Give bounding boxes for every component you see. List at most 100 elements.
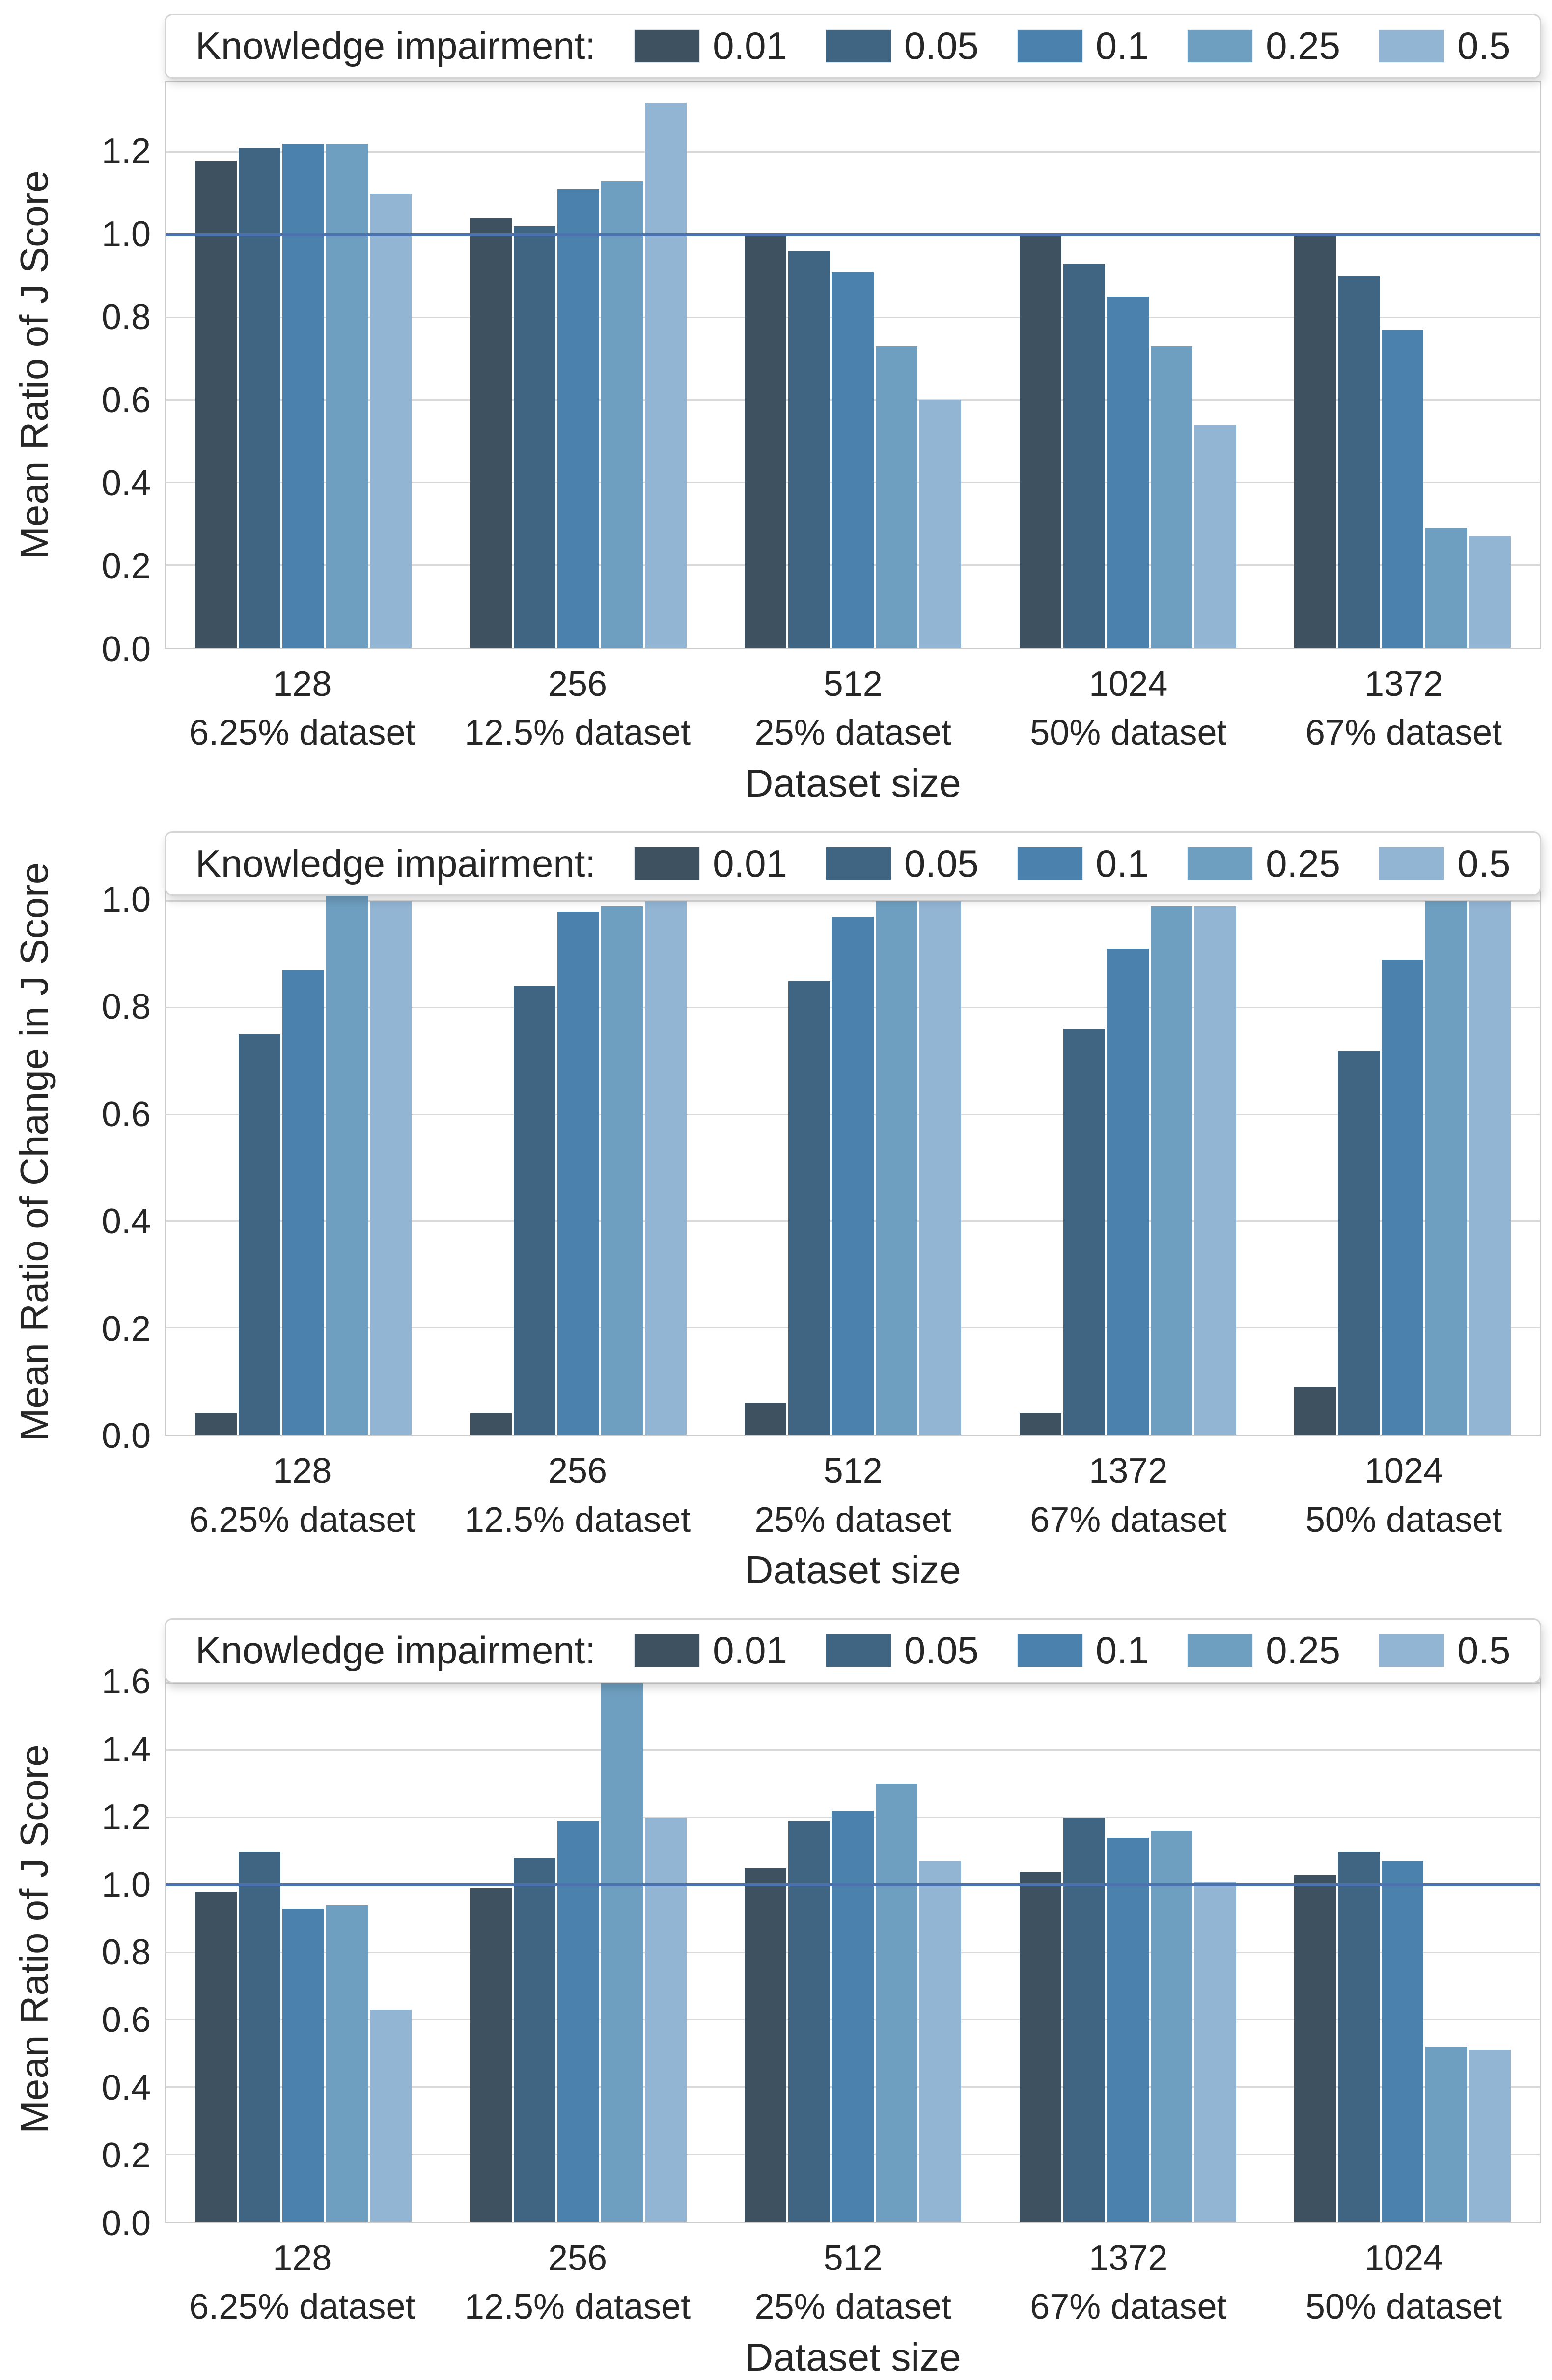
bar-512-ki-0.1 — [832, 272, 874, 648]
bar-group-1372 — [1265, 82, 1540, 648]
bar-1024-ki-0.5 — [1194, 424, 1236, 648]
x-tick-share: 67% dataset — [1305, 713, 1502, 753]
gridline — [166, 151, 1540, 153]
bar-512-ki-0.05 — [788, 981, 831, 1435]
y-axis-label: Mean Ratio of J Score — [5, 1655, 64, 2223]
bar-1372-ki-0.1 — [1107, 1838, 1149, 2222]
x-tick-share: 6.25% dataset — [189, 713, 416, 753]
y-axis-label: Mean Ratio of J Score — [5, 81, 64, 649]
bar-group-256 — [441, 1656, 715, 2222]
x-tick-share: 67% dataset — [1030, 2287, 1227, 2327]
bar-1024-ki-0.01 — [1019, 234, 1061, 648]
bar-256-ki-0.01 — [470, 1413, 512, 1435]
y-tick-label: 0.4 — [101, 1202, 151, 1242]
legend-swatch-icon — [1017, 847, 1083, 881]
legend-label: 0.25 — [1266, 1629, 1340, 1672]
bar-128-ki-0.5 — [370, 193, 412, 648]
bar-256-ki-0.1 — [557, 189, 599, 648]
bar-256-ki-0.25 — [601, 1679, 643, 2222]
legend-label: 0.1 — [1095, 24, 1149, 67]
bar-1372-ki-0.01 — [1019, 1413, 1061, 1435]
chart-1: Knowledge impairment: 0.01 0.05 0.1 0.25 0.5 M… — [5, 14, 1542, 806]
bar-1024-ki-0.25 — [1425, 901, 1468, 1435]
bar-512-ki-0.5 — [919, 901, 962, 1435]
legend-label: 0.05 — [904, 841, 979, 885]
bar-128-ki-0.25 — [326, 1905, 368, 2222]
bar-1372-ki-0.1 — [1107, 949, 1149, 1435]
y-tick-label: 1.2 — [101, 1797, 151, 1837]
legend-label: 0.05 — [904, 24, 979, 67]
legend-swatch-icon — [1378, 847, 1444, 881]
legend-item-0.25: 0.25 — [1187, 1629, 1340, 1672]
x-tick-size: 512 — [823, 664, 883, 704]
x-tick-size: 1024 — [1364, 2238, 1443, 2278]
legend-item-0.05: 0.05 — [825, 24, 979, 67]
y-tick-label: 0.2 — [101, 2135, 151, 2175]
legend-label: 0.1 — [1095, 1629, 1149, 1672]
legend-item-0.25: 0.25 — [1187, 25, 1340, 67]
gridline — [166, 900, 1540, 902]
legend-item-0.1: 0.1 — [1017, 841, 1149, 885]
legend-label: 0.25 — [1266, 24, 1340, 67]
x-tick-512: 512 25% dataset — [715, 660, 991, 758]
bar-512-ki-0.5 — [919, 1861, 962, 2222]
y-axis-label-text: Mean Ratio of J Score — [12, 1744, 56, 2133]
y-tick-label: 0.6 — [101, 380, 151, 420]
bar-groups — [166, 1656, 1540, 2222]
x-tick-256: 256 12.5% dataset — [440, 1447, 716, 1545]
bar-256-ki-0.01 — [470, 218, 512, 648]
x-tick-share: 67% dataset — [1030, 1500, 1227, 1540]
bar-1372-ki-0.05 — [1338, 276, 1380, 648]
bar-256-ki-0.5 — [644, 901, 687, 1435]
bar-1024-ki-0.5 — [1469, 901, 1511, 1435]
legend-wrap: Knowledge impairment: 0.01 0.05 0.1 0.25 0.5 — [165, 1618, 1542, 1683]
bar-128-ki-0.1 — [282, 1909, 325, 2222]
bar-1024-ki-0.5 — [1469, 2050, 1511, 2222]
plot-area — [165, 867, 1542, 1437]
bar-group-512 — [716, 869, 990, 1435]
bar-512-ki-0.1 — [832, 917, 874, 1435]
bar-128-ki-0.5 — [370, 901, 412, 1435]
x-tick-share: 50% dataset — [1030, 713, 1227, 753]
bar-256-ki-0.1 — [557, 1821, 599, 2222]
legend-item-0.05: 0.05 — [825, 841, 979, 885]
bar-512-ki-0.01 — [745, 1868, 787, 2222]
legend-swatch-icon — [825, 1633, 891, 1667]
y-tick-label: 0.6 — [101, 1094, 151, 1134]
bar-128-ki-0.01 — [195, 1891, 237, 2222]
bar-128-ki-0.01 — [195, 160, 237, 648]
x-tick-size: 1024 — [1364, 1451, 1443, 1491]
bar-512-ki-0.25 — [876, 1784, 918, 2222]
y-tick-label: 0.0 — [101, 1416, 151, 1456]
x-tick-512: 512 25% dataset — [715, 1447, 991, 1545]
bar-1372-ki-0.25 — [1425, 527, 1468, 648]
bar-1372-ki-0.25 — [1150, 906, 1192, 1435]
bar-group-128 — [166, 1656, 441, 2222]
bar-256-ki-0.5 — [644, 1817, 687, 2222]
x-tick-share: 12.5% dataset — [464, 1500, 691, 1540]
legend-wrap: Knowledge impairment: 0.01 0.05 0.1 0.25 0.5 — [165, 831, 1542, 896]
x-axis-title: Dataset size — [745, 2335, 961, 2379]
x-tick-1372: 1372 67% dataset — [1266, 660, 1542, 758]
legend-swatch-icon — [825, 847, 891, 881]
y-tick-label: 0.8 — [101, 987, 151, 1027]
bar-groups — [166, 869, 1540, 1435]
x-tick-128: 128 6.25% dataset — [165, 660, 440, 758]
legend-label: 0.5 — [1457, 24, 1511, 67]
bar-1024-ki-0.01 — [1294, 1386, 1336, 1435]
x-tick-128: 128 6.25% dataset — [165, 2234, 440, 2332]
legend-item-0.1: 0.1 — [1017, 1629, 1149, 1672]
legend-swatch-icon — [1187, 847, 1253, 881]
x-tick-share: 6.25% dataset — [189, 1500, 416, 1540]
legend-label: 0.01 — [713, 1629, 787, 1672]
bar-1024-ki-0.05 — [1063, 263, 1105, 648]
y-tick-label: 1.0 — [101, 880, 151, 919]
bar-128-ki-0.05 — [239, 1034, 281, 1435]
x-tick-size: 128 — [273, 664, 332, 704]
legend-swatch-icon — [1378, 29, 1444, 63]
y-tick-label: 0.2 — [101, 1309, 151, 1349]
bar-1024-ki-0.05 — [1338, 1050, 1380, 1435]
legend-label: 0.1 — [1095, 841, 1149, 885]
legend-label: 0.01 — [713, 24, 787, 67]
